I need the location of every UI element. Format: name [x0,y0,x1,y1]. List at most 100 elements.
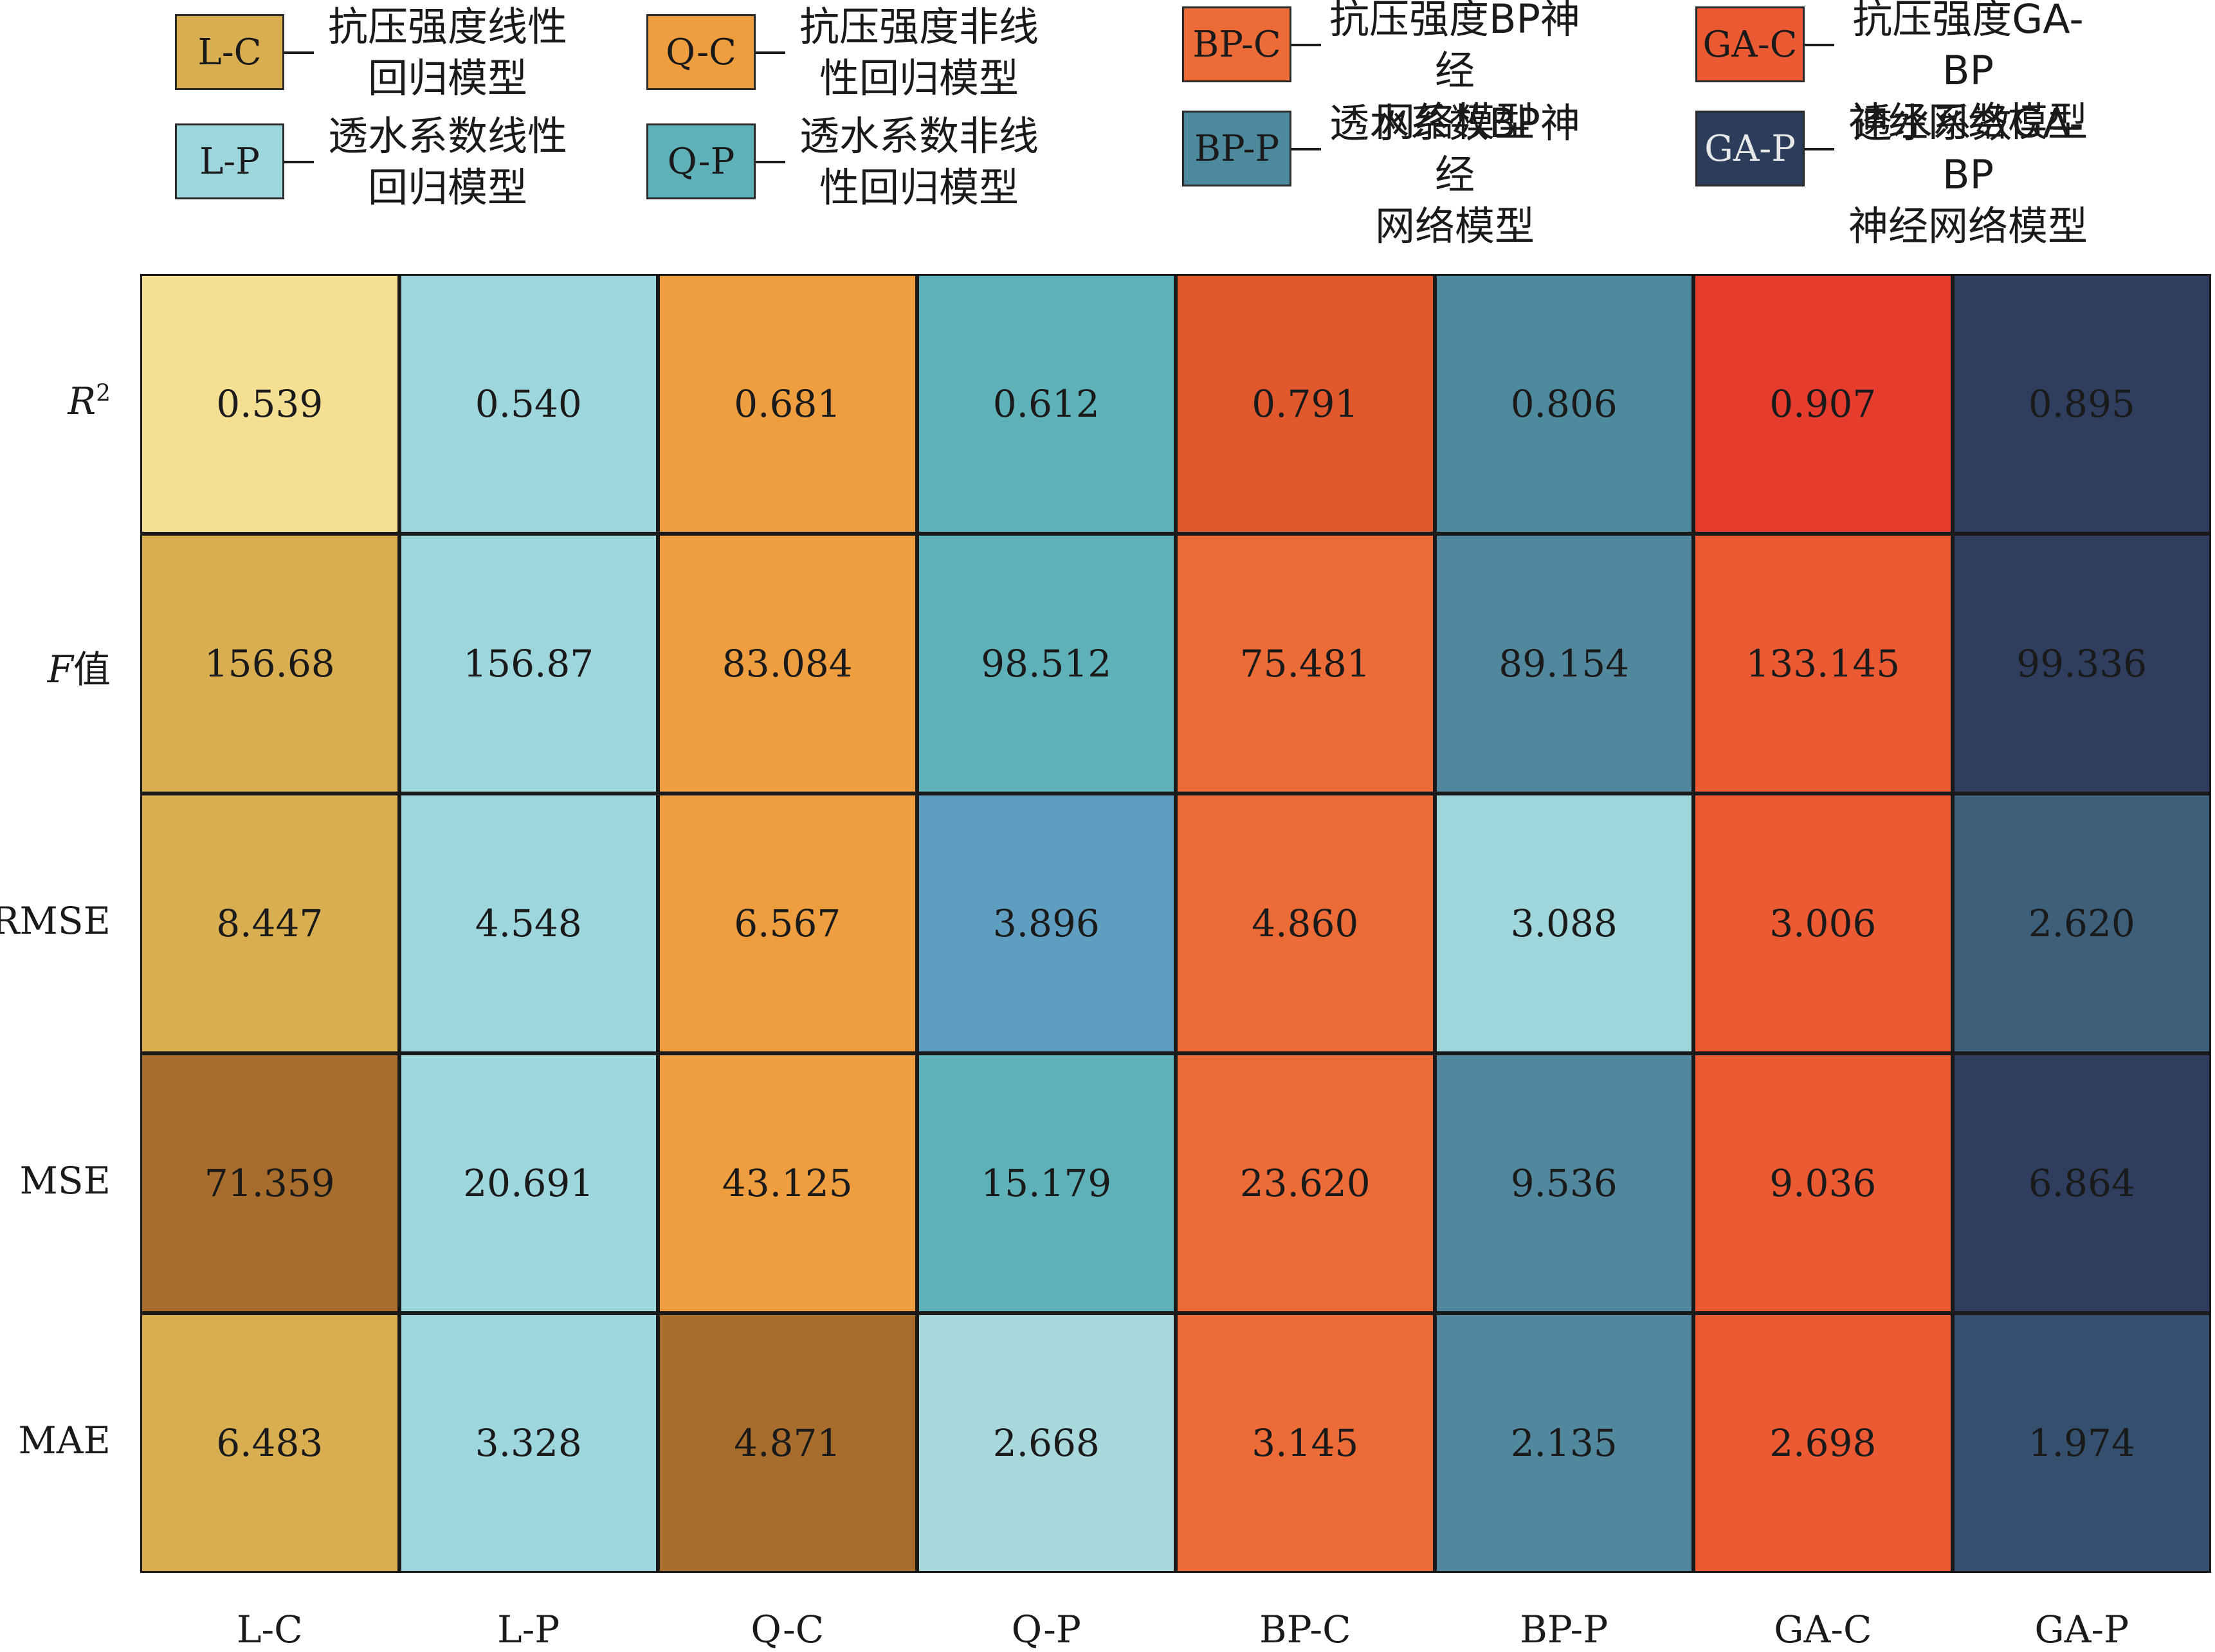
legend-text-line2: 神经网络模型 [1848,98,2088,145]
row-label-main: RMSE [0,899,111,943]
legend-connector [1805,44,1834,46]
heatmap-cell: 98.512 [916,534,1176,794]
column-label: Q-C [751,1608,825,1651]
legend-text-line2: 回归模型 [367,164,527,211]
legend-connector [756,161,785,163]
legend-connector [1805,148,1834,150]
legend-text-line1: 透水系数线性 [327,113,567,159]
legend-text-line2: 网络模型 [1374,203,1535,250]
legend-swatch: GA-C [1695,6,1805,82]
row-label: MAE [0,1419,111,1462]
heatmap-cell: 1.974 [1952,1313,2211,1573]
heatmap-cell: 6.483 [140,1313,399,1573]
heatmap-cell: 2.668 [916,1313,1176,1573]
heatmap-cell: 133.145 [1693,534,1953,794]
heatmap-cell: 0.539 [140,274,399,534]
row-label: MSE [0,1159,111,1203]
heatmap-cell: 3.896 [916,794,1176,1053]
legend-text-line1: 透水系数BP神经 [1329,100,1580,198]
row-label-main: MAE [18,1419,111,1462]
legend-text: 抗压强度非线 性回归模型 [784,1,1054,104]
heatmap-cell: 71.359 [140,1053,399,1313]
heatmap-cell: 8.447 [140,794,399,1053]
legend-text-line2: 回归模型 [367,55,527,102]
heatmap-cell: 156.87 [399,534,658,794]
legend-text: 抗压强度线性 回归模型 [313,1,583,104]
legend-connector [756,51,785,54]
column-label: Q-P [1011,1608,1081,1651]
legend-text-line1: 抗压强度线性 [327,3,567,50]
heatmap-cell: 156.68 [140,534,399,794]
heatmap-cell: 89.154 [1434,534,1693,794]
heatmap-cell: 20.691 [399,1053,658,1313]
heatmap-cell: 6.864 [1952,1053,2211,1313]
legend-connector [284,51,314,54]
legend-swatch: GA-P [1695,111,1805,186]
legend-connector [284,161,314,163]
legend-text-line2: 性回归模型 [819,55,1019,102]
row-label-superscript: 2 [96,380,111,407]
column-label: GA-P [2034,1608,2129,1651]
legend-swatch: Q-C [646,14,756,90]
heatmap-cell: 2.698 [1693,1313,1953,1573]
legend-text-line2: 性回归模型 [819,164,1019,211]
row-label: RMSE [0,899,111,943]
legend-text-line1: 抗压强度非线 [799,3,1039,50]
heatmap-cell: 9.536 [1434,1053,1693,1313]
heatmap-cell: 0.791 [1176,274,1435,534]
legend-text: 透水系数非线 性回归模型 [784,111,1054,213]
legend-text: 抗压强度GA-BP 神经网络模型 [1833,0,2103,148]
legend-swatch: L-P [175,123,284,199]
heatmap-cell: 0.895 [1952,274,2211,534]
legend-text-line1: 抗压强度BP神经 [1329,0,1580,94]
legend-text-line1: 透水系数非线 [799,113,1039,159]
heatmap-cell: 4.548 [399,794,658,1053]
legend-swatch: BP-P [1182,111,1291,186]
column-label: GA-C [1774,1608,1872,1651]
legend-swatch: L-C [175,14,284,90]
heatmap-cell: 0.907 [1693,274,1953,534]
heatmap-cell: 6.567 [658,794,917,1053]
heatmap-cell: 3.088 [1434,794,1693,1053]
column-label: L-C [237,1608,303,1651]
legend-text: 透水系数线性 回归模型 [313,111,583,213]
column-label: L-P [497,1608,560,1651]
legend-connector [1291,148,1321,150]
heatmap-cell: 0.806 [1434,274,1693,534]
heatmap-cell: 4.871 [658,1313,917,1573]
heatmap-cell: 15.179 [916,1053,1176,1313]
row-label-main: MSE [19,1159,111,1203]
column-label: BP-P [1520,1608,1609,1651]
legend-swatch: Q-P [646,123,756,199]
heatmap-cell: 4.860 [1176,794,1435,1053]
legend-text: 透水系数BP神经 网络模型 [1320,98,1590,252]
column-label: BP-C [1259,1608,1351,1651]
legend-text-line1: 透水系数GA-BP [1852,100,2084,198]
row-label-main: F [47,648,73,691]
heatmap-cell: 0.681 [658,274,917,534]
heatmap-cell: 43.125 [658,1053,917,1313]
legend-text-line2: 神经网络模型 [1848,203,2088,250]
heatmap-cell: 9.036 [1693,1053,1953,1313]
legend: L-C 抗压强度线性 回归模型 Q-C 抗压强度非线 性回归模型 BP-C 抗压强度BP神经网… [0,0,2215,250]
legend-text: 抗压强度BP神经 网络模型 [1320,0,1590,148]
heatmap-cell: 23.620 [1176,1053,1435,1313]
legend-text-line2: 网络模型 [1374,98,1535,145]
legend-swatch: BP-C [1182,6,1291,82]
row-label: F值 [0,639,111,693]
row-label-suffix: 值 [73,648,111,691]
heatmap-cell: 0.612 [916,274,1176,534]
legend-connector [1291,44,1321,46]
heatmap-cell: 3.006 [1693,794,1953,1053]
legend-text: 透水系数GA-BP 神经网络模型 [1833,98,2103,252]
heatmap-cell: 2.135 [1434,1313,1693,1573]
heatmap-cell: 99.336 [1952,534,2211,794]
heatmap-cell: 3.145 [1176,1313,1435,1573]
heatmap-cell: 0.540 [399,274,658,534]
row-label: R2 [0,379,111,423]
row-label-main: R [68,379,96,423]
heatmap-cell: 3.328 [399,1313,658,1573]
legend-text-line1: 抗压强度GA-BP [1852,0,2084,94]
heatmap-cell: 2.620 [1952,794,2211,1053]
heatmap-cell: 83.084 [658,534,917,794]
